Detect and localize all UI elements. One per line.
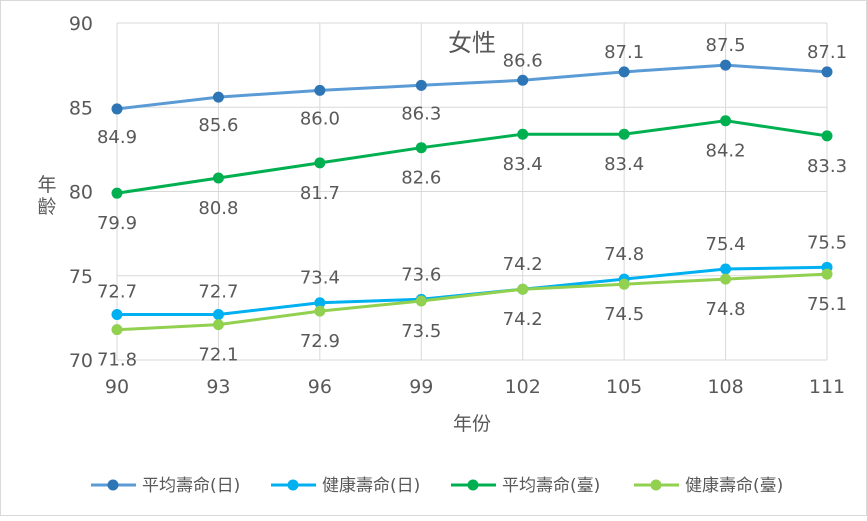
y-tick-label: 90	[69, 13, 93, 35]
data-point	[314, 305, 326, 317]
data-label: 72.9	[300, 331, 340, 352]
data-label: 74.2	[503, 309, 543, 330]
series-line-3	[116, 119, 828, 195]
data-point	[618, 66, 630, 78]
data-label: 73.6	[401, 264, 441, 285]
data-point	[720, 115, 732, 127]
data-labels: 84.9 85.6 86.0 86.3 86.6 87.1 87.5 87.1 72.7 72.7…	[97, 35, 847, 371]
legend-marker	[287, 479, 299, 491]
data-label: 75.5	[807, 232, 847, 253]
data-label: 73.5	[401, 321, 441, 342]
data-point	[212, 309, 224, 321]
series-line-1	[116, 63, 828, 111]
data-point	[415, 295, 427, 307]
data-label: 79.9	[97, 213, 137, 234]
legend-marker	[467, 479, 479, 491]
data-label: 84.2	[706, 141, 746, 162]
data-label: 86.0	[300, 108, 340, 129]
x-tick-label: 108	[707, 376, 743, 398]
data-point	[720, 59, 732, 71]
y-tick-label: 70	[69, 350, 93, 372]
data-point	[517, 128, 529, 140]
data-label: 74.5	[604, 304, 644, 325]
data-label: 83.4	[503, 154, 543, 175]
data-label: 72.7	[198, 282, 238, 303]
legend-label: 健康壽命(日)	[322, 476, 420, 496]
data-label: 73.4	[300, 268, 340, 289]
x-tick-label: 90	[105, 376, 129, 398]
data-label: 74.8	[706, 299, 746, 320]
data-label: 86.3	[401, 103, 441, 124]
data-label: 83.3	[807, 156, 847, 177]
data-label: 81.7	[300, 183, 340, 204]
data-point	[111, 187, 123, 199]
data-label: 86.6	[503, 50, 543, 71]
legend-label: 平均壽命(日)	[142, 476, 240, 496]
x-tick-label: 93	[206, 376, 230, 398]
data-label: 87.5	[706, 35, 746, 56]
data-point	[212, 172, 224, 184]
y-tick-labels: 70 75 80 85 90	[69, 13, 93, 372]
data-point	[821, 66, 833, 78]
data-point	[314, 297, 326, 309]
data-point	[314, 84, 326, 96]
data-point	[415, 142, 427, 154]
y-tick-label: 80	[69, 182, 93, 204]
data-point	[821, 268, 833, 280]
data-point	[415, 79, 427, 91]
data-point	[111, 324, 123, 336]
data-point	[111, 103, 123, 115]
x-tick-label: 111	[809, 376, 845, 398]
data-label: 71.8	[97, 350, 137, 371]
data-point	[618, 128, 630, 140]
data-points	[111, 59, 833, 336]
data-label: 72.1	[198, 345, 238, 366]
y-axis-label: 年齡	[37, 174, 56, 218]
data-point	[111, 309, 123, 321]
data-label: 84.9	[97, 127, 137, 148]
data-label: 85.6	[198, 115, 238, 136]
legend-label: 平均壽命(臺)	[502, 476, 600, 496]
x-tick-label: 105	[606, 376, 642, 398]
x-tick-label: 96	[308, 376, 332, 398]
legend-marker	[107, 479, 119, 491]
series-lines	[116, 63, 828, 332]
data-point	[517, 283, 529, 295]
data-point	[314, 157, 326, 169]
data-point	[517, 74, 529, 86]
data-label: 72.7	[97, 282, 137, 303]
data-label: 87.1	[604, 42, 644, 63]
chart-title: 女性	[448, 29, 496, 57]
x-tick-labels: 90 93 96 99 102 105 108 111	[105, 376, 845, 398]
data-label: 80.8	[198, 198, 238, 219]
data-point	[618, 278, 630, 290]
data-label: 82.6	[401, 168, 441, 189]
y-tick-label: 75	[69, 266, 93, 288]
data-point	[212, 91, 224, 103]
legend-label: 健康壽命(臺)	[685, 476, 783, 496]
data-point	[821, 130, 833, 142]
legend: 平均壽命(日) 健康壽命(日) 平均壽命(臺) 健康壽命(臺)	[91, 476, 783, 496]
data-point	[720, 273, 732, 285]
data-label: 75.4	[706, 234, 746, 255]
data-point	[212, 319, 224, 331]
data-label: 75.1	[807, 294, 847, 315]
y-tick-label: 85	[69, 97, 93, 119]
legend-marker	[650, 479, 662, 491]
data-point	[720, 263, 732, 275]
data-label: 74.2	[503, 254, 543, 275]
data-label: 74.8	[604, 244, 644, 265]
data-label: 83.4	[604, 154, 644, 175]
x-axis-label: 年份	[453, 413, 491, 435]
x-tick-label: 99	[409, 376, 433, 398]
x-tick-label: 102	[505, 376, 541, 398]
series-line-4	[116, 272, 828, 332]
data-label: 87.1	[807, 42, 847, 63]
